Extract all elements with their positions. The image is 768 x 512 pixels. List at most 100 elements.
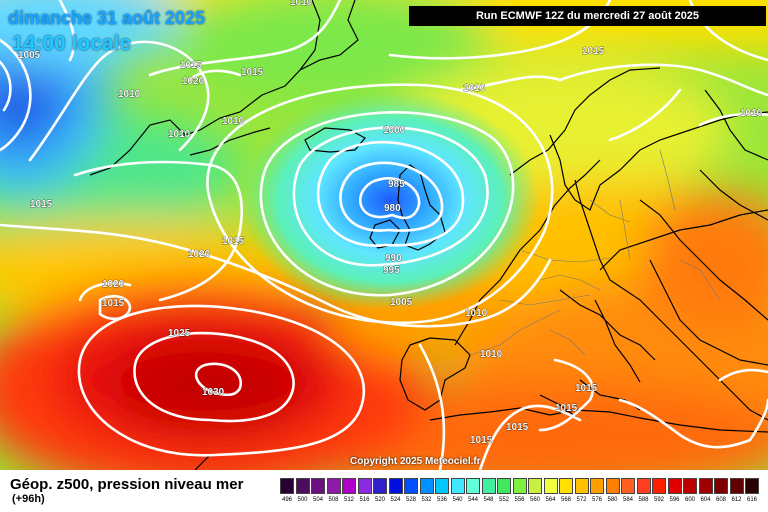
legend-footer: Géop. z500, pression niveau mer (+96h) 4…	[0, 470, 768, 512]
scale-swatch	[621, 478, 635, 494]
scale-swatch	[605, 478, 620, 494]
scale-swatch	[357, 478, 372, 494]
scale-label: 524	[390, 497, 401, 503]
scale-swatch	[714, 478, 728, 494]
scale-label: 584	[622, 497, 633, 503]
forecast-time-title: 14:00 locale	[12, 32, 132, 55]
scale-label: 500	[297, 497, 308, 503]
scale-swatch	[698, 478, 713, 494]
forecast-date-title: dimanche 31 août 2025	[8, 8, 206, 28]
pressure-label: 1010	[222, 116, 245, 127]
scale-label: 496	[281, 497, 292, 503]
pressure-label: 1015	[222, 236, 245, 247]
pressure-label: 1010	[118, 89, 141, 100]
pressure-label: 1015	[241, 67, 264, 78]
scale-swatch	[388, 478, 403, 494]
scale-swatch	[295, 478, 310, 494]
scale-swatch	[497, 478, 511, 494]
scale-label: 580	[607, 497, 618, 503]
scale-label: 504	[312, 497, 323, 503]
scale-label: 512	[343, 497, 354, 503]
scale-swatch	[342, 478, 356, 494]
scale-label: 576	[591, 497, 602, 503]
scale-label: 544	[467, 497, 478, 503]
scale-label: 592	[653, 497, 664, 503]
pressure-label: 1010	[290, 0, 313, 8]
pressure-label: 995	[383, 265, 400, 276]
scale-swatch	[528, 478, 542, 494]
scale-label: 552	[498, 497, 509, 503]
legend-subtitle: (+96h)	[12, 493, 45, 505]
pressure-label: 1015	[30, 199, 53, 210]
weather-map: 1005 1015 1020 1010 1015 1010 1010 1015 …	[0, 0, 768, 470]
scale-swatch	[559, 478, 573, 494]
scale-swatch	[652, 478, 666, 494]
scale-label: 548	[483, 497, 494, 503]
copyright-text: Copyright 2025 Meteociel.fr	[350, 456, 481, 467]
scale-label: 572	[576, 497, 587, 503]
pressure-label: 1005	[390, 297, 413, 308]
scale-swatch	[543, 478, 558, 494]
pressure-label: 1020	[182, 76, 205, 87]
pressure-label: 1015	[582, 46, 605, 57]
pressure-label: 1000	[383, 125, 406, 136]
scale-label: 608	[715, 497, 726, 503]
pressure-label: 1015	[575, 383, 598, 394]
scale-swatch	[466, 478, 480, 494]
scale-swatch	[512, 478, 527, 494]
pressure-label: 1025	[168, 328, 191, 339]
scale-label: 556	[514, 497, 525, 503]
scale-swatch	[667, 478, 682, 494]
scale-label: 596	[669, 497, 680, 503]
pressure-label: 1010	[463, 83, 486, 94]
pressure-label: 1020	[102, 279, 125, 290]
scale-swatch	[373, 478, 387, 494]
scale-swatch	[574, 478, 589, 494]
scale-swatch	[745, 478, 759, 494]
scale-swatch	[450, 478, 465, 494]
legend-title: Géop. z500, pression niveau mer	[10, 476, 244, 493]
pressure-label: 990	[385, 253, 402, 264]
pressure-label: 1020	[188, 249, 211, 260]
pressure-label: 1015	[555, 403, 578, 414]
scale-label: 600	[684, 497, 695, 503]
pressure-label: 1010	[480, 349, 503, 360]
scale-swatch	[435, 478, 449, 494]
scale-label: 536	[436, 497, 447, 503]
scale-label: 528	[405, 497, 416, 503]
scale-label: 588	[638, 497, 649, 503]
pressure-label: 1015	[506, 422, 529, 433]
scale-swatch	[280, 478, 294, 494]
scale-swatch	[404, 478, 418, 494]
model-run-info: Run ECMWF 12Z du mercredi 27 août 2025	[409, 6, 766, 26]
pressure-label: 1010	[465, 308, 488, 319]
scale-label: 604	[700, 497, 711, 503]
scale-label: 560	[529, 497, 540, 503]
scale-label: 616	[746, 497, 757, 503]
pressure-label: 1030	[202, 387, 225, 398]
scale-swatch	[481, 478, 496, 494]
scale-label: 532	[421, 497, 432, 503]
pressure-label: 1005	[18, 50, 41, 61]
scale-swatch	[419, 478, 434, 494]
scale-swatch	[590, 478, 604, 494]
pressure-label: 1015	[180, 60, 203, 71]
pressure-label: 1015	[470, 435, 493, 446]
map-canvas: 1005 1015 1020 1010 1015 1010 1010 1015 …	[0, 0, 768, 470]
scale-swatch	[311, 478, 325, 494]
scale-swatch	[683, 478, 697, 494]
pressure-label: 1010	[740, 108, 763, 119]
pressure-label: 985	[388, 179, 405, 190]
pressure-label: 1010	[168, 129, 191, 140]
scale-label: 540	[452, 497, 463, 503]
scale-label: 612	[731, 497, 742, 503]
scale-label: 520	[374, 497, 385, 503]
scale-swatch	[729, 478, 744, 494]
scale-swatch	[326, 478, 341, 494]
scale-label: 564	[545, 497, 556, 503]
scale-label: 508	[328, 497, 339, 503]
scale-label: 568	[560, 497, 571, 503]
pressure-label: 980	[384, 203, 401, 214]
pressure-label: 1015	[102, 298, 125, 309]
